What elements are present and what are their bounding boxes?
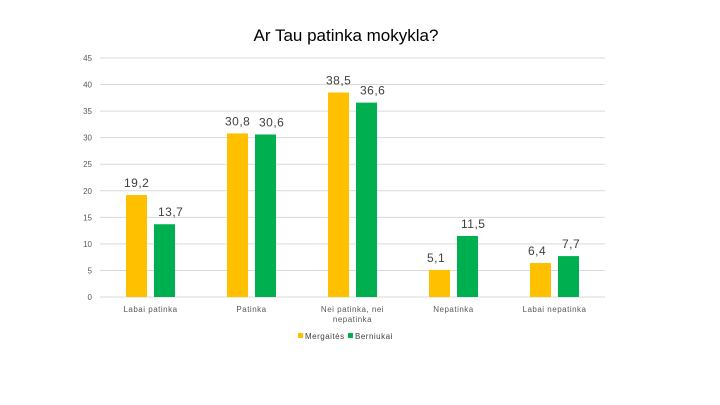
bar <box>154 224 175 297</box>
x-axis-ticks: Labai patinka Patinka Nei patinka, nei nepa… <box>123 305 586 324</box>
data-label: 19,2 <box>124 176 149 190</box>
data-label: 30,8 <box>225 114 250 128</box>
data-label: 5,1 <box>427 251 445 265</box>
bar <box>227 133 248 297</box>
bar <box>429 269 450 297</box>
y-tick-label: 25 <box>83 160 92 169</box>
data-label: 7,7 <box>562 237 580 251</box>
legend-swatch <box>348 333 353 338</box>
bar <box>255 134 276 297</box>
y-tick-label: 45 <box>83 54 92 63</box>
x-tick-label: Labai nepatinka <box>523 305 587 314</box>
y-tick-label: 35 <box>83 107 92 116</box>
y-tick-label: 40 <box>83 81 92 90</box>
bars <box>126 92 579 298</box>
data-label: 36,6 <box>360 84 385 98</box>
gridlines <box>100 57 605 298</box>
legend-label: Mergaitės <box>305 332 345 341</box>
bar <box>457 235 478 297</box>
y-tick-label: 10 <box>83 240 92 249</box>
x-tick-label: Patinka <box>236 305 266 314</box>
bar <box>558 256 579 297</box>
data-label: 30,6 <box>259 115 284 129</box>
x-tick-label: Nepatinka <box>433 305 474 314</box>
legend-label: Berniukai <box>355 332 393 341</box>
bar <box>530 263 551 297</box>
y-tick-label: 20 <box>83 187 92 196</box>
legend: Mergaitės Berniukai <box>298 332 393 341</box>
data-label: 38,5 <box>326 74 351 88</box>
y-tick-label: 15 <box>83 213 92 222</box>
data-labels: 19,2 13,7 30,8 30,6 38,5 36,6 5,1 11,5 6,4 7,7 <box>124 74 580 265</box>
data-label: 11,5 <box>461 217 485 231</box>
y-tick-label: 30 <box>83 134 92 143</box>
data-label: 13,7 <box>158 205 183 219</box>
x-tick-label: Labai patinka <box>123 305 177 314</box>
y-axis-ticks: 0 5 10 15 20 25 30 35 40 45 <box>83 54 92 302</box>
bar <box>328 92 349 298</box>
data-label: 6,4 <box>528 244 546 258</box>
chart-title: Ar Tau patinka mokykla? <box>254 26 439 45</box>
y-tick-label: 0 <box>88 293 93 302</box>
legend-swatch <box>298 333 303 338</box>
y-tick-label: 5 <box>88 266 93 275</box>
bar <box>126 195 147 297</box>
x-tick-label: Nei patinka, nei nepatinka <box>321 305 384 324</box>
bar <box>356 102 377 297</box>
